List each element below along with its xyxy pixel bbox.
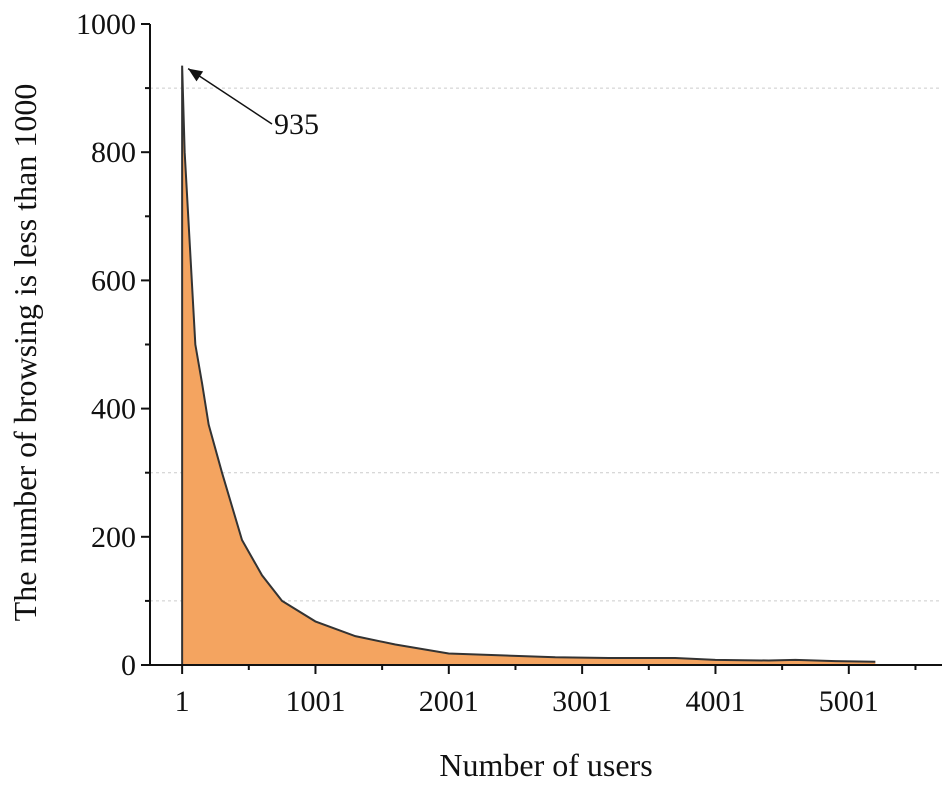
y-tick-label-1000: 1000 [76, 8, 136, 41]
y-tick-label-800: 800 [91, 136, 136, 169]
series-line [181, 65, 876, 665]
x-tick-label-1001: 1001 [285, 685, 345, 718]
area-series [182, 65, 876, 666]
y-tick-label-600: 600 [91, 264, 136, 297]
grid-lines [150, 87, 942, 602]
x-tick-label-4001: 4001 [685, 685, 745, 718]
y-tick-label-400: 400 [91, 393, 136, 426]
x-tick-label-1: 1 [175, 685, 190, 718]
x-tick-label-2001: 2001 [419, 685, 479, 718]
x-tick-label-5001: 5001 [819, 685, 879, 718]
x-axis-title: Number of users [439, 747, 652, 783]
annotation-arrow-line [187, 68, 273, 125]
annotation-arrowhead [188, 68, 204, 82]
x-tick-label-3001: 3001 [552, 685, 612, 718]
axis-ticks: 0 200 400 600 800 1000 1 1001 2001 3001 4001 5001 [76, 8, 917, 718]
y-tick-label-200: 200 [91, 521, 136, 554]
annotation: 935 [187, 68, 319, 141]
y-axis-title: The number of browsing is less than 1000 [7, 84, 43, 622]
annotation-label: 935 [274, 108, 319, 141]
y-tick-label-0: 0 [121, 649, 136, 682]
